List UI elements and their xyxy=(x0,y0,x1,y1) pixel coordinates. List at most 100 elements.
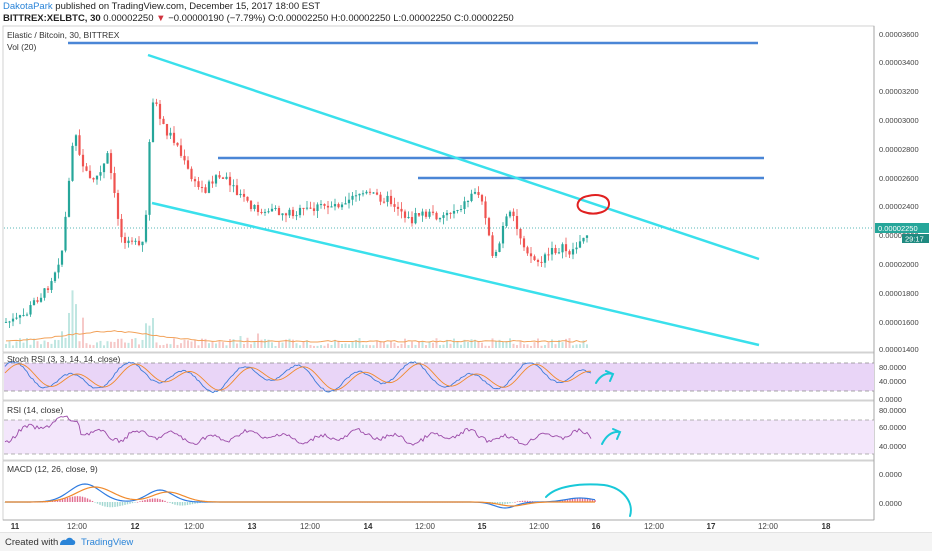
macd-hist-bar xyxy=(496,502,499,505)
candle xyxy=(232,179,235,193)
volume-bar xyxy=(278,342,280,348)
volume-bar xyxy=(64,337,67,348)
candle xyxy=(204,184,207,194)
volume-bar xyxy=(183,339,186,348)
macd-hist-bar xyxy=(156,498,159,502)
macd-hist-bar xyxy=(154,498,156,502)
candle xyxy=(50,277,53,294)
legend-macd: MACD (12, 26, close, 9) xyxy=(7,464,98,474)
rsi-tick: 80.0000 xyxy=(879,406,906,415)
volume-bar xyxy=(341,344,343,348)
candle xyxy=(148,139,151,221)
macd-hist-bar xyxy=(194,502,196,504)
macd-hist-bar xyxy=(189,502,191,505)
volume-bar xyxy=(498,339,501,348)
candle xyxy=(274,205,277,211)
macd-hist-bar xyxy=(494,502,496,504)
macd-hist-bar xyxy=(124,502,126,505)
candle xyxy=(368,188,372,196)
volume-bar xyxy=(572,345,574,348)
volume-bar xyxy=(411,341,413,348)
candle xyxy=(435,211,438,221)
volume-bar xyxy=(274,345,277,348)
stoch-tick: 0.0000 xyxy=(879,395,902,404)
volume-bar xyxy=(110,341,112,348)
candle xyxy=(449,212,452,219)
candle xyxy=(25,312,29,317)
macd-hist-bar xyxy=(576,498,579,502)
volume-bar xyxy=(204,338,207,348)
macd-curve-annotation[interactable] xyxy=(545,483,632,517)
candle xyxy=(228,172,232,193)
candle xyxy=(88,165,92,179)
candle xyxy=(358,193,361,201)
macd-hist-bar xyxy=(166,501,169,503)
volume-bar xyxy=(78,341,81,348)
channel-upper-line[interactable] xyxy=(147,53,760,261)
macd-hist-bar xyxy=(89,499,91,502)
volume-bar xyxy=(145,323,147,348)
candle xyxy=(36,296,39,304)
time-tick: 12:00 xyxy=(300,522,321,531)
macd-hist-bar xyxy=(579,498,581,502)
macd-hist-bar xyxy=(81,496,84,502)
candle xyxy=(60,250,64,267)
macd-hist-bar xyxy=(516,501,519,503)
time-tick: 12:00 xyxy=(67,522,88,531)
macd-hist-bar xyxy=(4,502,6,503)
legend-main: Elastic / Bitcoin, 30, BITTREX xyxy=(7,30,120,40)
macd-hist-bar xyxy=(581,498,584,502)
macd-hist-bar xyxy=(589,499,591,502)
rsi-up-arrow-annotation[interactable] xyxy=(601,428,622,445)
candle xyxy=(186,156,190,170)
volume-bar xyxy=(159,345,161,348)
volume-bar xyxy=(232,339,235,348)
macd-hist-bar xyxy=(519,501,521,502)
channel-lower-line[interactable] xyxy=(151,201,760,347)
candle xyxy=(130,237,134,245)
volume-bar xyxy=(89,344,91,348)
volume-bar xyxy=(302,341,305,348)
volume-bar xyxy=(85,343,88,348)
macd-hist-bar xyxy=(186,502,189,506)
red-circle-annotation[interactable] xyxy=(576,194,610,215)
macd-hist-bar xyxy=(569,499,571,502)
candle xyxy=(239,189,242,198)
candle xyxy=(526,245,529,256)
volume-bar xyxy=(211,341,214,348)
candle xyxy=(18,314,22,325)
volume-bar xyxy=(271,342,273,348)
stoch-band xyxy=(4,363,874,391)
macd-hist-bar xyxy=(146,499,149,502)
macd-hist-bar xyxy=(504,502,506,505)
candle xyxy=(32,297,36,306)
candle xyxy=(102,163,106,179)
author-link[interactable]: DakotaPark xyxy=(3,1,53,12)
candle xyxy=(365,190,368,195)
candle xyxy=(361,190,365,197)
volume-bar xyxy=(75,304,77,348)
candle xyxy=(242,189,246,202)
candle xyxy=(344,196,347,205)
volume-bar xyxy=(29,344,32,348)
candle xyxy=(53,271,57,283)
volume-bar xyxy=(127,342,130,348)
candle xyxy=(172,126,176,146)
footer-bar: Created with TradingView xyxy=(0,532,932,551)
macd-hist-bar xyxy=(151,498,154,502)
macd-hist-bar xyxy=(94,502,96,503)
candle xyxy=(445,210,449,221)
candle xyxy=(193,176,197,188)
tradingview-link[interactable]: TradingView xyxy=(81,537,134,548)
price-tick: 0.00003000 xyxy=(879,116,919,125)
symbol-line: BITTREX:XELBTC, 30 0.00002250 ▼ −0.00000… xyxy=(3,13,514,25)
volume-bar xyxy=(355,340,357,348)
candle xyxy=(326,200,330,215)
candle xyxy=(246,196,249,203)
volume-bar xyxy=(320,345,322,348)
volume-bar xyxy=(330,344,333,348)
candle xyxy=(39,293,43,303)
stoch-up-arrow-annotation[interactable] xyxy=(595,370,615,384)
chart-canvas[interactable]: Elastic / Bitcoin, 30, BITTREX Vol (20) … xyxy=(0,0,932,532)
candle xyxy=(116,189,120,226)
